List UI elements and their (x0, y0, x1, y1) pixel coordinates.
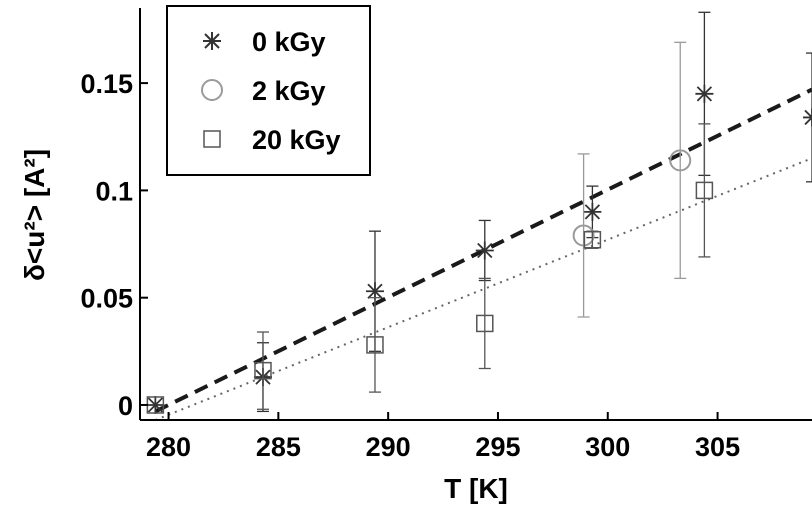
y-tick-label: 0 (118, 391, 133, 421)
asterisk-marker-icon (203, 32, 221, 50)
x-tick-label: 290 (366, 432, 411, 462)
plot-area (146, 11, 812, 421)
y-tick-label: 0.15 (80, 69, 133, 99)
x-tick-label: 305 (695, 432, 740, 462)
data-point-square (254, 361, 272, 380)
y-ticks: 0 0.05 0.1 0.15 (80, 69, 148, 421)
data-point-square (476, 314, 494, 333)
legend-label: 20 kGy (252, 125, 341, 155)
y-tick-label: 0.05 (80, 284, 133, 314)
square-marker-icon (203, 130, 221, 148)
data-point-square (583, 231, 602, 249)
x-tick-label: 300 (585, 432, 630, 462)
legend-item-0kgy: 0 kGy (203, 27, 326, 57)
data-point-square (366, 336, 384, 354)
legend-item-20kgy: 20 kGy (203, 125, 341, 155)
y-tick-label: 0.1 (95, 176, 133, 206)
data-point-circle (572, 224, 595, 247)
legend-box (166, 5, 371, 176)
data-point-asterisk (146, 395, 165, 414)
x-tick-label: 285 (256, 432, 301, 462)
data-point-asterisk (583, 202, 602, 221)
legend-item-2kgy: 2 kGy (201, 76, 326, 106)
y-axis-label: δ<u²> [A²] (19, 149, 50, 281)
x-axis-label: T [K] (444, 473, 508, 504)
x-tick-label: 295 (475, 432, 520, 462)
data-point-square (695, 181, 714, 200)
circle-marker-icon (201, 79, 223, 101)
legend-label: 0 kGy (252, 27, 326, 57)
x-ticks: 280 285 290 295 300 305 (146, 412, 740, 462)
legend-label: 2 kGy (252, 76, 326, 106)
data-point-circle (669, 149, 692, 172)
data-point-asterisk (803, 108, 812, 127)
x-tick-label: 280 (146, 432, 191, 462)
fit-line-dotted (155, 157, 812, 421)
data-point-asterisk (475, 241, 494, 260)
legend: 0 kGy 2 kGy 20 kGy (166, 5, 371, 176)
data-point-asterisk (695, 84, 714, 103)
